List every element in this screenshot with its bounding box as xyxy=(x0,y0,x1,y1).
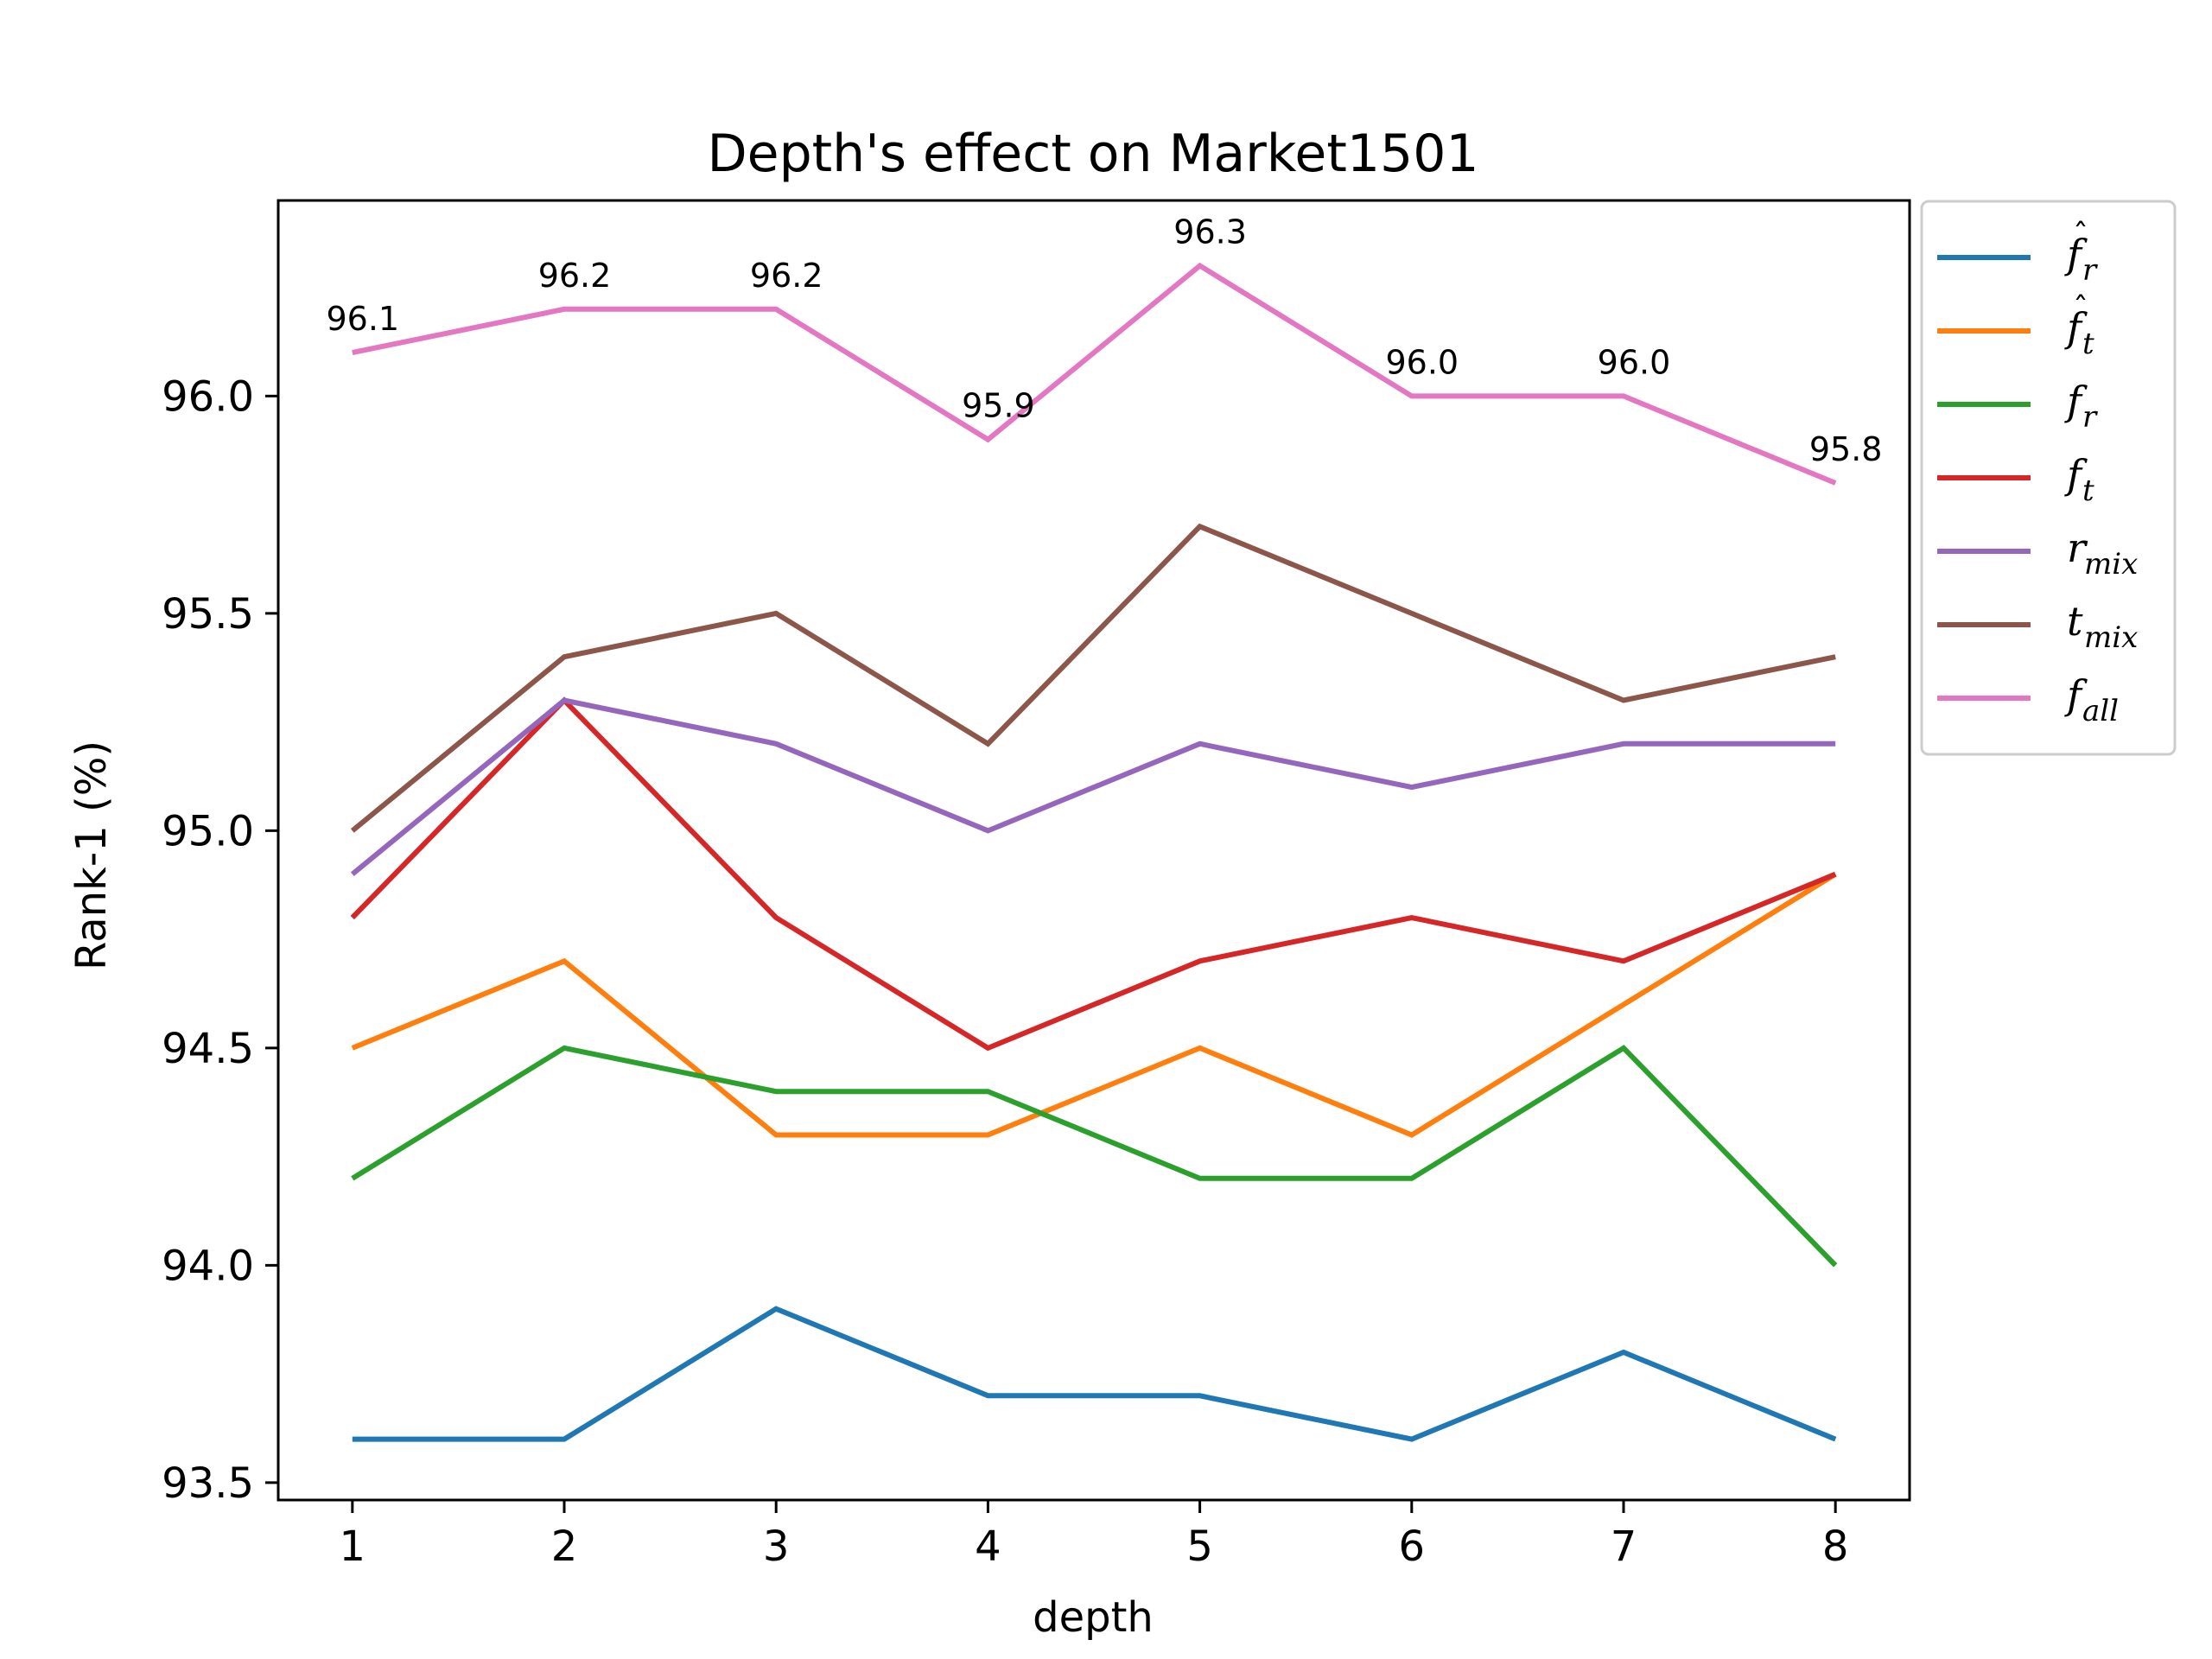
data-label: 95.8 xyxy=(1809,430,1883,468)
legend-label-base: t xyxy=(2067,598,2083,645)
x-tick-label: 4 xyxy=(975,1522,1001,1571)
series-line-0 xyxy=(352,1306,1837,1442)
plot-area: 96.1 96.2 96.2 95.9 96.3 96.0 96.0 95.8 xyxy=(327,213,1883,1442)
legend-box xyxy=(1920,200,2177,756)
plot-frame xyxy=(276,199,1911,1502)
x-axis-label: depth xyxy=(1033,1593,1154,1642)
y-tick-label: 95.0 xyxy=(162,807,254,855)
legend-entry: t mix xyxy=(2067,598,2138,655)
data-label: 96.0 xyxy=(1598,343,1671,381)
legend-label-hat: ˆ xyxy=(2073,218,2088,253)
y-tick-label: 93.5 xyxy=(162,1459,254,1508)
data-label: 96.0 xyxy=(1385,343,1459,381)
series-line-1 xyxy=(351,872,1837,1138)
legend-label-base: r xyxy=(2067,524,2088,571)
x-tick-label: 2 xyxy=(551,1522,578,1571)
data-label: 95.9 xyxy=(962,387,1035,425)
data-label: 96.2 xyxy=(538,257,612,295)
data-label: 96.3 xyxy=(1173,213,1247,251)
legend-entry: fˆt xyxy=(2064,291,2094,361)
x-tick-label: 5 xyxy=(1186,1522,1213,1571)
x-tick-label: 7 xyxy=(1611,1522,1637,1571)
legend-label-sub: t xyxy=(2082,474,2094,508)
legend-label-sub: all xyxy=(2082,694,2119,728)
data-label: 96.1 xyxy=(327,300,400,338)
legend-entry: f all xyxy=(2064,671,2119,728)
chart-title: Depth's effect on Market1501 xyxy=(707,124,1478,184)
series-line-4 xyxy=(350,697,1836,877)
x-tick-label: 1 xyxy=(340,1522,366,1571)
x-tick-label: 6 xyxy=(1399,1522,1426,1571)
y-tick-label: 94.5 xyxy=(162,1025,254,1073)
y-tick-label: 94.0 xyxy=(162,1242,254,1290)
axes: 1 2 3 4 5 6 7 8 93.5 94.0 94.5 95.0 95.5 96.0 xyxy=(162,199,1911,1571)
x-tick-label: 3 xyxy=(763,1522,790,1571)
legend-label-sub: r xyxy=(2082,253,2098,288)
legend-label-sub: mix xyxy=(2084,547,2138,582)
series-line-6 xyxy=(352,262,1837,486)
series-line-3 xyxy=(350,696,1837,1052)
series-line-2 xyxy=(351,1045,1838,1268)
y-tick-label: 95.5 xyxy=(162,590,254,639)
legend-label-hat: ˆ xyxy=(2073,291,2088,327)
legend-label-sub: r xyxy=(2082,400,2098,435)
data-label: 96.2 xyxy=(750,257,823,295)
series-line-5 xyxy=(350,523,1836,833)
legend-entry: fˆr xyxy=(2064,218,2098,288)
y-axis-label: Rank-1 (%) xyxy=(67,741,116,970)
y-tick-label: 96.0 xyxy=(162,372,254,421)
legend-label-sub: t xyxy=(2082,327,2094,361)
x-tick-label: 8 xyxy=(1822,1522,1849,1571)
legend-label-sub: mix xyxy=(2084,620,2138,655)
